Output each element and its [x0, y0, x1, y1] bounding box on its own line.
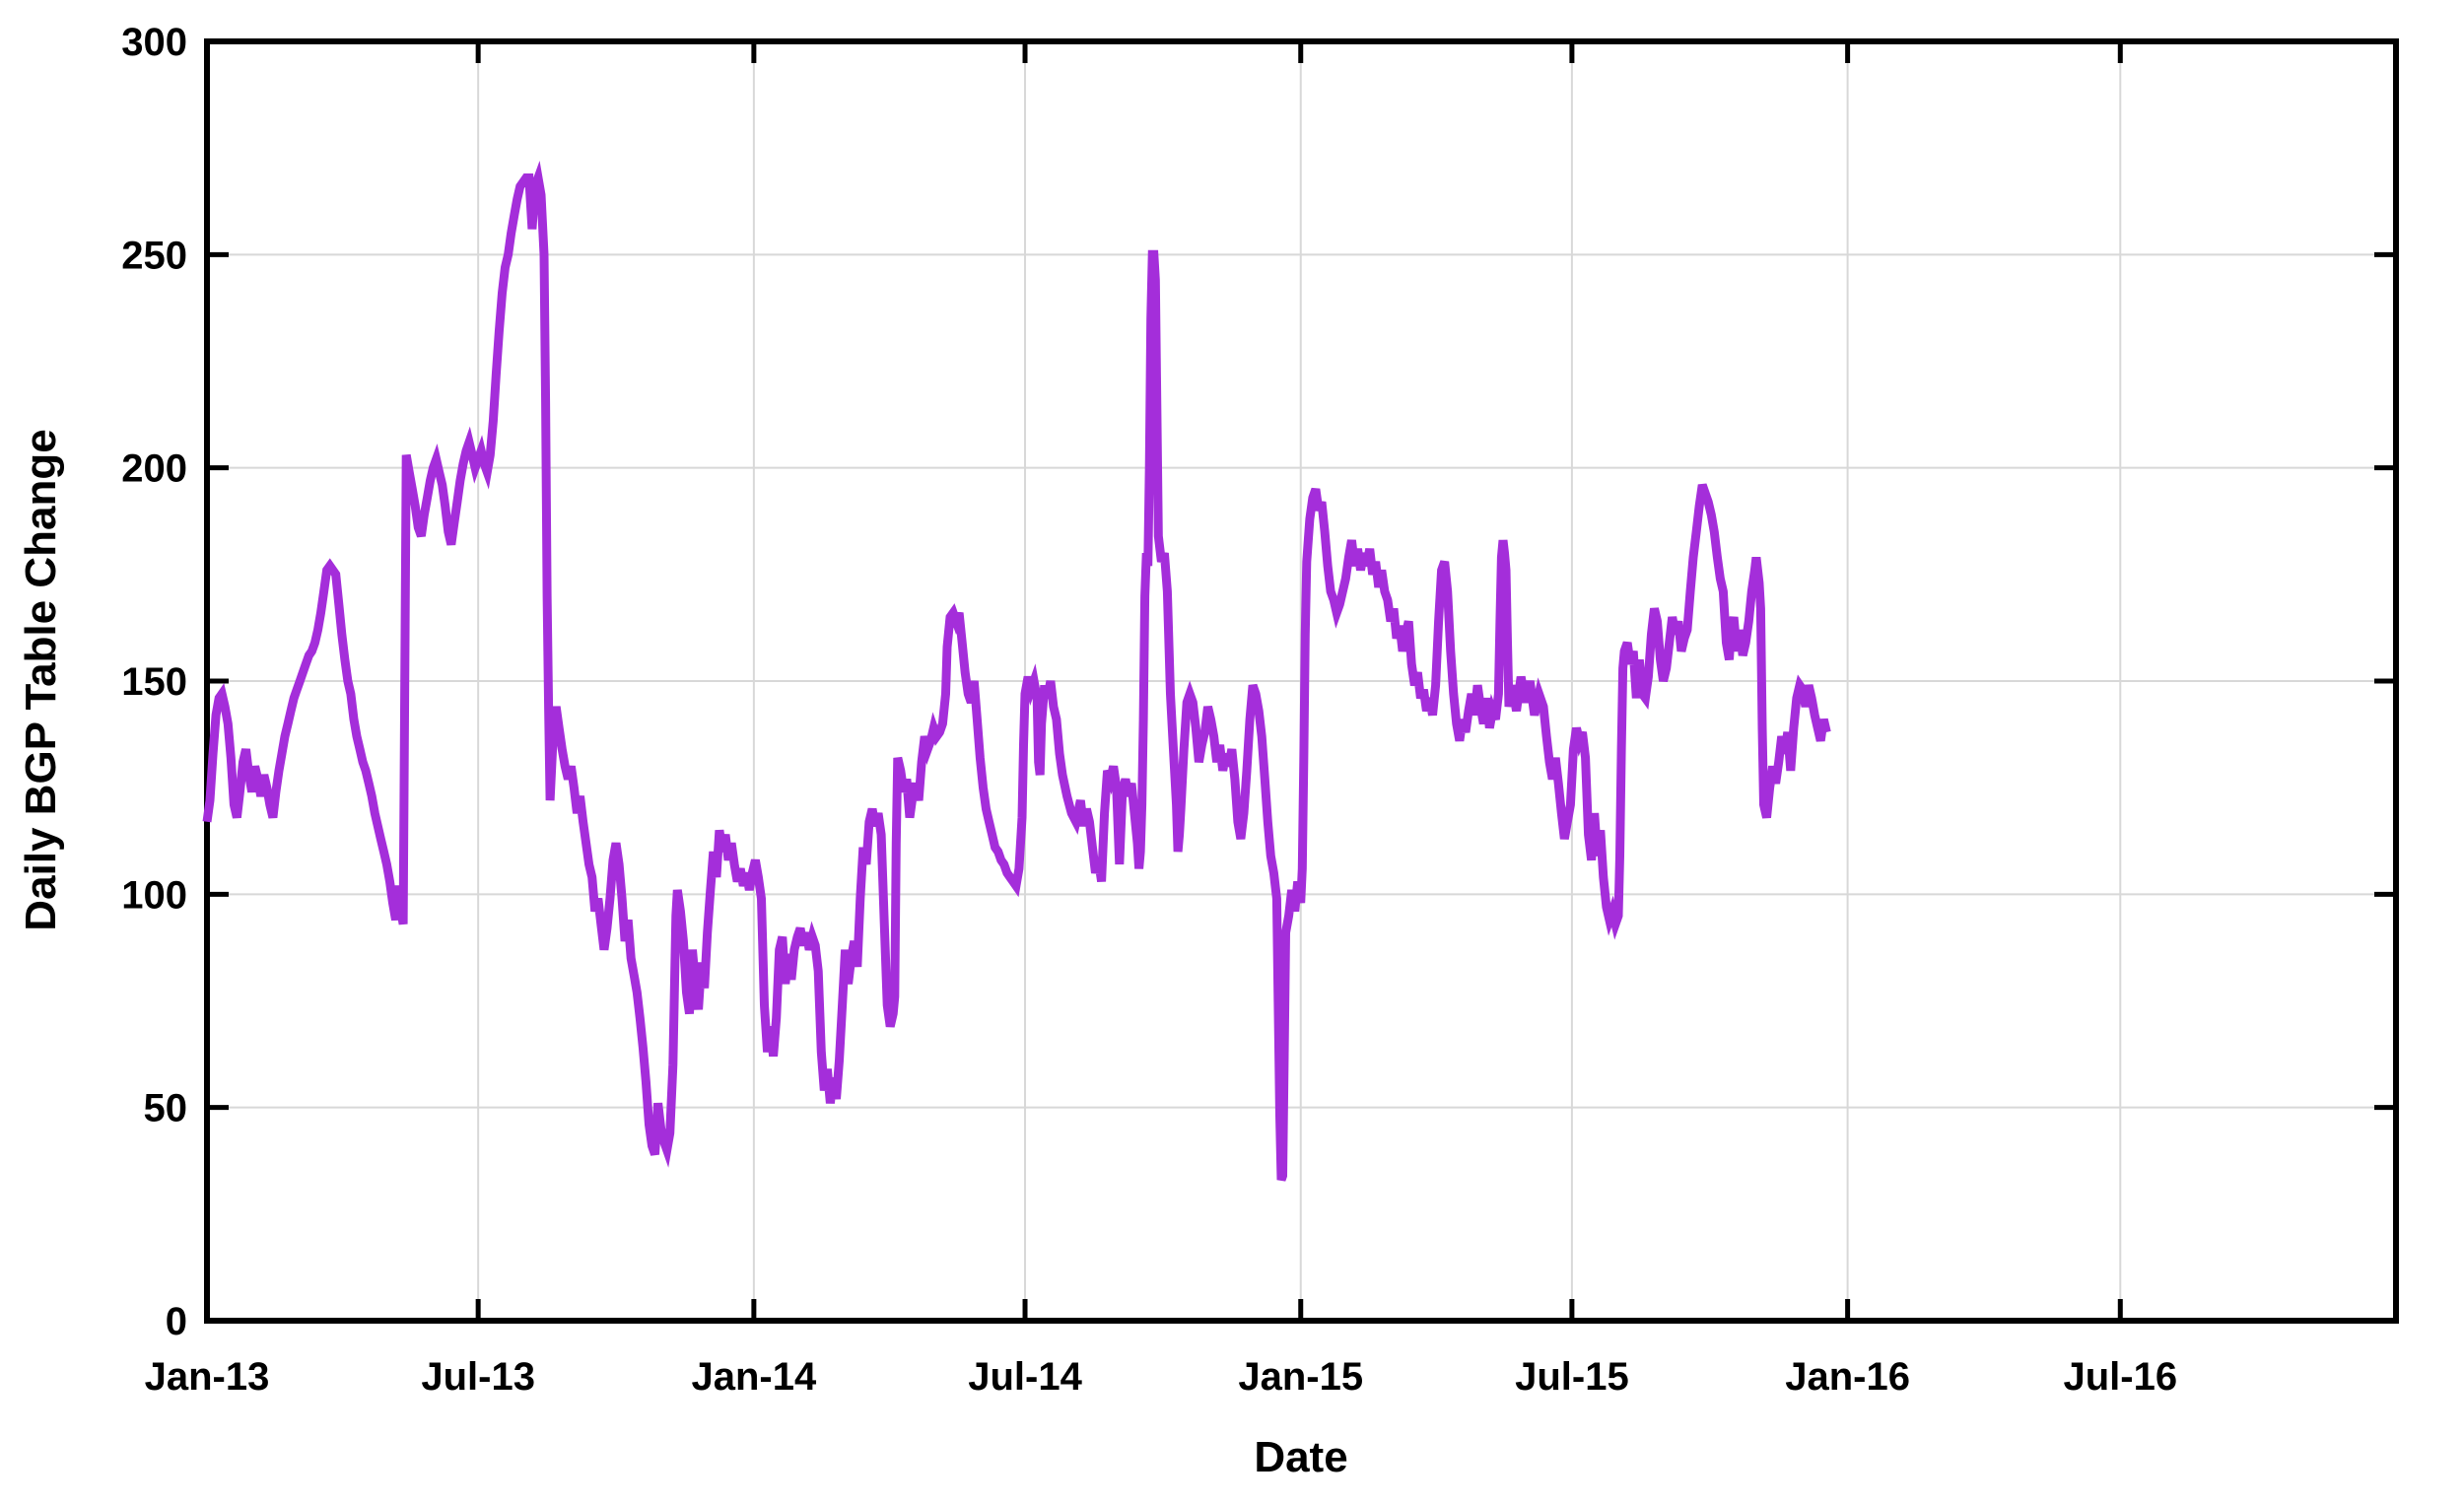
x-tick-label: Jan-15: [1238, 1355, 1363, 1399]
data-line: [202, 160, 1831, 1182]
x-tick-label: Jul-15: [1515, 1355, 1629, 1399]
y-tick-label: 200: [121, 447, 187, 491]
x-tick-label: Jul-16: [2063, 1355, 2177, 1399]
y-tick-label: 250: [121, 234, 187, 277]
y-tick-label: 50: [144, 1087, 188, 1130]
y-axis-title: Daily BGP Table Change: [17, 429, 65, 931]
x-tick-label: Jul-14: [968, 1355, 1082, 1399]
y-tick-label: 0: [166, 1300, 187, 1343]
y-tick-label: 300: [121, 21, 187, 64]
x-tick-label: Jan-13: [145, 1355, 270, 1399]
x-tick-label: Jan-14: [691, 1355, 816, 1399]
x-axis-title: Date: [1254, 1433, 1348, 1481]
y-tick-label: 150: [121, 660, 187, 704]
x-tick-label: Jan-16: [1785, 1355, 1910, 1399]
y-tick-label: 100: [121, 873, 187, 917]
plot-border: [204, 38, 2399, 1324]
x-tick-label: Jul-13: [421, 1355, 535, 1399]
